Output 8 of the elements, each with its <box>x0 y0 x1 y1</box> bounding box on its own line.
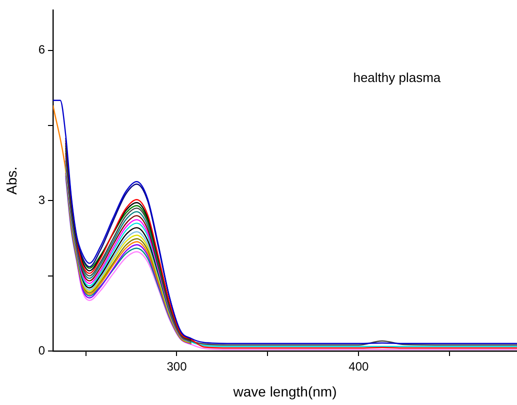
x-axis-title: wave length(nm) <box>232 383 337 400</box>
y-tick-label: 6 <box>38 42 46 57</box>
y-tick-label: 0 <box>38 343 46 358</box>
y-axis-title: Abs. <box>3 166 20 195</box>
y-tick-label: 3 <box>38 192 46 207</box>
x-tick-label: 400 <box>348 360 370 374</box>
x-tick-label: 300 <box>166 360 188 374</box>
annotation: healthy plasma <box>353 70 442 85</box>
